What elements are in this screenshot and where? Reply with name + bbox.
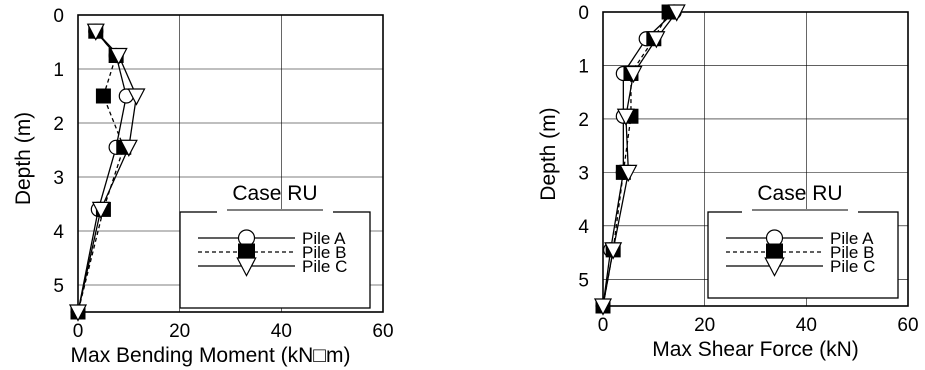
series-pile-c: [593, 4, 686, 316]
data-point: [86, 23, 105, 41]
y-tick-label: 4: [53, 222, 64, 243]
x-tick-label: 20: [169, 321, 190, 342]
data-point: [109, 47, 128, 66]
y-tick-label: 4: [578, 217, 589, 238]
y-tick-label: 2: [53, 114, 64, 135]
x-axis-label: Max Shear Force (kN): [652, 338, 859, 361]
x-tick-label: 60: [897, 315, 918, 336]
plot-frame: [602, 11, 909, 307]
data-point: [68, 304, 88, 322]
data-point: [647, 31, 666, 49]
data-point: [619, 164, 638, 183]
legend-label: Pile B: [302, 243, 346, 262]
x-tick-label: 40: [796, 315, 817, 336]
series-line: [77, 30, 138, 313]
series-pile-a: [595, 4, 682, 314]
legend-box: [707, 211, 899, 299]
data-point: [624, 65, 643, 84]
data-point: [593, 298, 613, 316]
x-axis-label: Max Bending Moment (kN□m): [71, 344, 351, 367]
plot-frame: [77, 14, 384, 313]
legend-label: Pile C: [830, 257, 875, 276]
data-point: [95, 88, 111, 104]
legend-label: Pile A: [302, 229, 346, 248]
series-line: [77, 30, 127, 313]
data-point: [667, 4, 686, 22]
data-point: [127, 88, 146, 106]
y-tick-label: 2: [578, 110, 589, 131]
data-point: [604, 242, 623, 260]
series-line: [602, 11, 675, 307]
x-tick-label: 60: [372, 321, 393, 342]
y-tick-label: 0: [578, 3, 589, 24]
series-pile-c: [68, 23, 146, 322]
y-tick-label: 0: [53, 6, 64, 27]
bending-moment-chart: 0 20 40 60 0 1 2 3 4 5 Max Bending Moment (kN□m) De…: [12, 6, 394, 367]
x-tick-label: 0: [598, 315, 609, 336]
data-point: [616, 108, 635, 126]
x-tick-label: 0: [73, 321, 84, 342]
series-line: [602, 11, 670, 307]
legend-title: Case RU: [757, 182, 842, 205]
y-tick-label: 5: [578, 270, 589, 291]
legend-marker: [236, 257, 257, 277]
legend-marker: [764, 257, 785, 277]
y-tick-label: 1: [53, 60, 64, 81]
x-tick-label: 20: [694, 315, 715, 336]
series-pile-b: [70, 23, 132, 320]
y-tick-label: 3: [53, 168, 64, 189]
legend-label: Pile B: [830, 243, 874, 262]
legend-label: Pile C: [302, 257, 347, 276]
y-tick-label: 5: [53, 276, 64, 297]
data-point: [119, 139, 138, 157]
series-line: [77, 30, 125, 313]
series-line: [602, 11, 678, 307]
y-tick-label: 3: [578, 163, 589, 184]
x-tick-label: 40: [271, 321, 292, 342]
legend-box: [179, 211, 371, 309]
legend-title: Case RU: [232, 182, 317, 205]
y-tick-label: 1: [578, 56, 589, 77]
shear-force-chart: 0 20 40 60 0 1 2 3 4 5 Max Shear Force (kN) Depth (…: [537, 3, 919, 361]
legend-label: Pile A: [830, 229, 874, 248]
y-axis-label: Depth (m): [12, 112, 35, 205]
data-point: [91, 201, 110, 220]
y-axis-label: Depth (m): [537, 107, 560, 200]
